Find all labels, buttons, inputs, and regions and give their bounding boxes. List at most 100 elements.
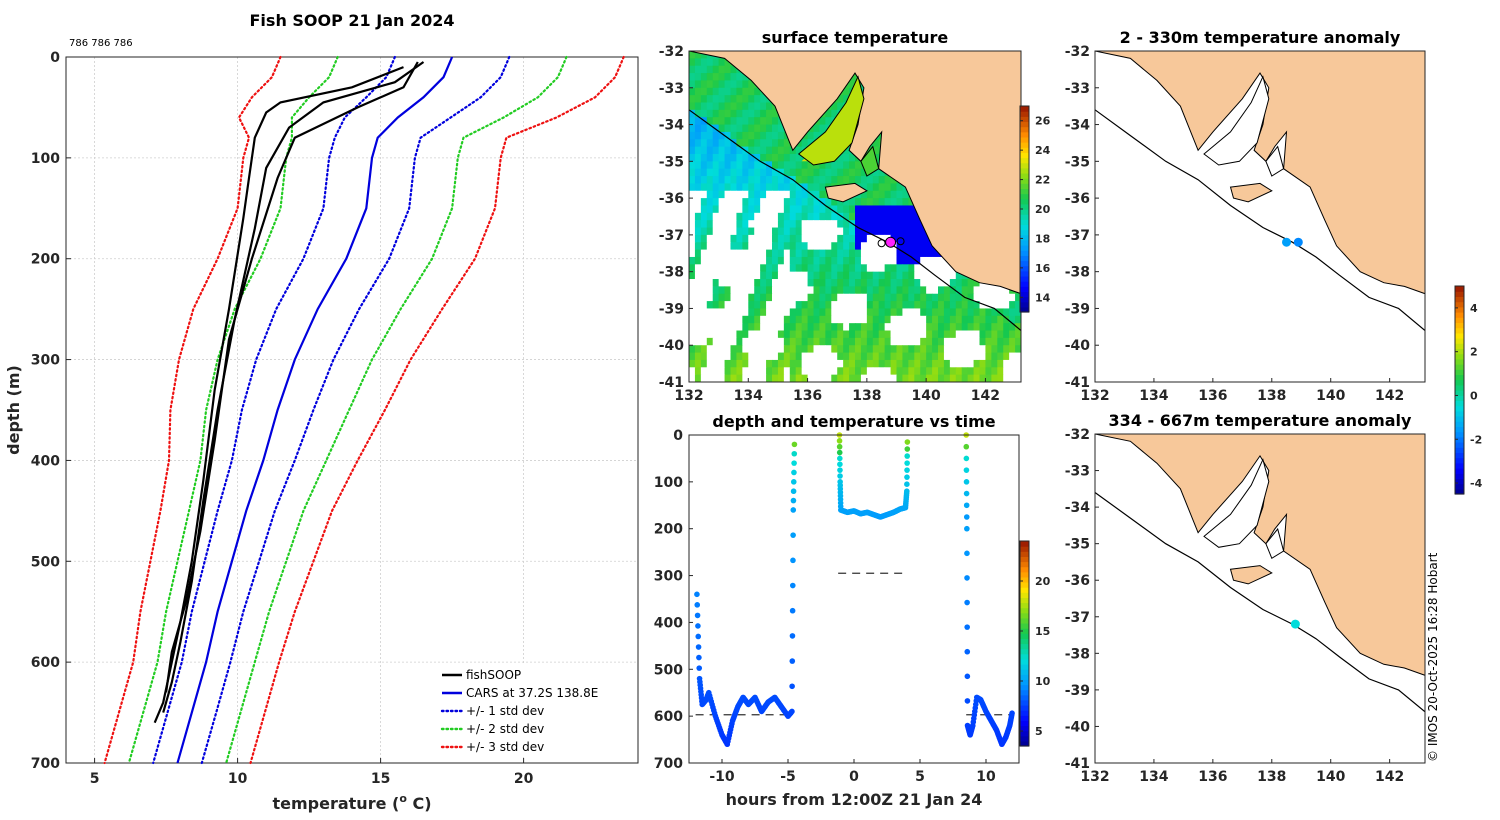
sst-cell: [813, 212, 820, 221]
sst-cell: [902, 264, 909, 273]
sst-cell: [902, 256, 909, 265]
sst-map-y-tick-label: -35: [659, 154, 684, 170]
sst-cell: [706, 168, 714, 177]
sst-cell: [712, 220, 720, 229]
sst-colorbar-band: [1020, 245, 1029, 251]
sst-cell: [689, 58, 696, 67]
sst-cell: [748, 315, 755, 324]
anomaly-colorbar-band: [1455, 390, 1464, 396]
sst-cell: [760, 374, 767, 382]
sst-cell: [754, 176, 761, 184]
time-colorbar-tick-label: 5: [1035, 725, 1043, 738]
sst-cell: [783, 205, 791, 214]
sst-cell: [872, 323, 880, 332]
sst-cell: [961, 337, 969, 346]
sst-cell: [860, 271, 868, 280]
sst-cell: [712, 183, 720, 192]
sst-cell: [777, 352, 785, 361]
sst-cell: [902, 220, 909, 229]
sst-cell: [694, 301, 702, 309]
profile-x-tick-label: 5: [90, 771, 100, 787]
time-colorbar-band: [1020, 674, 1029, 680]
depth-time-point: [695, 644, 702, 650]
sst-cell: [760, 190, 767, 199]
sst-cell: [712, 345, 720, 354]
sst-cell: [724, 58, 731, 67]
time-colorbar-band: [1020, 684, 1029, 691]
sst-cell: [955, 286, 963, 295]
sst-cell: [866, 345, 874, 354]
sst-cell: [700, 124, 708, 133]
sst-colorbar-band: [1020, 106, 1029, 112]
sst-cell: [938, 323, 945, 332]
sst-cell: [689, 131, 696, 140]
sst-cell: [718, 367, 726, 376]
sst-cell: [997, 359, 1004, 368]
sst-cell: [866, 330, 874, 339]
sst-cell: [700, 337, 708, 346]
sst-cell: [724, 359, 731, 368]
sst-cell: [772, 345, 779, 354]
sst-cell: [783, 374, 791, 382]
sst-cell: [706, 220, 714, 229]
sst-cell: [914, 227, 921, 236]
sst-cell: [831, 359, 838, 368]
sst-cell: [718, 153, 726, 162]
sst-cell: [831, 256, 838, 265]
sst-cell: [742, 198, 749, 206]
sst-cell: [742, 359, 749, 368]
sst-cell: [991, 286, 998, 295]
sst-cell: [777, 286, 785, 295]
sst-cell: [825, 256, 832, 265]
sst-cell: [730, 146, 737, 155]
sst-cell: [700, 330, 708, 339]
sst-cell: [760, 301, 767, 309]
sst-cell: [849, 168, 856, 177]
anomaly-upper-map-y-tick-label: -39: [1065, 301, 1090, 317]
sst-cell: [813, 176, 820, 184]
sst-cell: [736, 117, 743, 126]
sst-cell: [760, 139, 767, 148]
sst-cell: [718, 279, 726, 287]
sst-cell: [872, 264, 880, 273]
sst-cell: [777, 190, 785, 199]
sst-cell: [866, 212, 874, 221]
sst-colorbar-band: [1020, 172, 1029, 179]
sst-cell: [748, 80, 755, 89]
sst-cell: [813, 227, 820, 236]
sst-cell: [819, 183, 826, 192]
sst-cell: [724, 87, 731, 96]
sst-cell: [718, 131, 726, 140]
sst-cell: [985, 308, 992, 317]
sst-cell: [748, 367, 755, 376]
sst-cell: [730, 220, 737, 229]
time-colorbar-band: [1020, 643, 1029, 650]
sst-cell: [795, 337, 803, 346]
sst-cell: [860, 190, 868, 199]
sst-cell: [766, 308, 773, 317]
sst-cell: [819, 315, 826, 324]
depth-time-point: [789, 708, 795, 715]
sst-cell: [777, 301, 785, 309]
sst-cell: [849, 242, 856, 251]
sst-cell: [706, 117, 714, 126]
sst-cell: [748, 242, 755, 251]
sst-cell: [884, 337, 892, 346]
sst-cell: [795, 220, 803, 229]
sst-cell: [736, 315, 743, 324]
sst-cell: [908, 212, 915, 221]
anomaly-colorbar-band: [1455, 332, 1464, 339]
sst-cell: [866, 183, 874, 192]
anomaly-colorbar-band: [1455, 364, 1464, 370]
sst-cell: [902, 337, 909, 346]
sst-cell: [896, 249, 903, 258]
sst-cell: [831, 102, 838, 111]
sst-cell: [772, 153, 779, 162]
sst-cell: [943, 337, 951, 346]
sst-cell: [689, 286, 696, 295]
sst-cell: [813, 308, 820, 317]
time-y-tick-label: 700: [654, 756, 683, 772]
sst-cell: [843, 337, 850, 346]
sst-cell: [795, 308, 803, 317]
sst-cell: [843, 227, 850, 236]
